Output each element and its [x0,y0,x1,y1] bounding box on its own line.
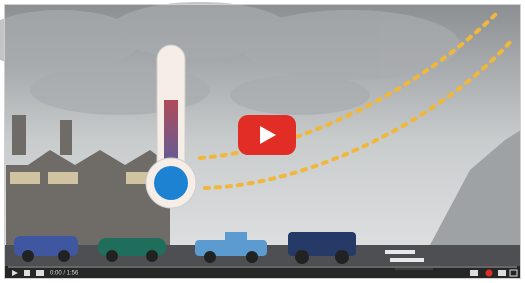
time-display: 0:00 / 1:56 [50,271,79,277]
control-bar: 0:00 / 1:56 [4,266,521,279]
video-player: 0:00 / 1:56 [0,0,525,283]
play-button[interactable] [238,115,296,155]
next-control[interactable] [24,270,30,276]
volume-control[interactable] [36,270,44,276]
progress-bar[interactable] [8,266,517,268]
youtube-button[interactable] [498,270,506,276]
settings-button[interactable] [486,270,493,277]
page: 0:00 / 1:56 (() => { const data = JSON.p… [0,0,525,283]
captions-button[interactable] [470,270,478,276]
